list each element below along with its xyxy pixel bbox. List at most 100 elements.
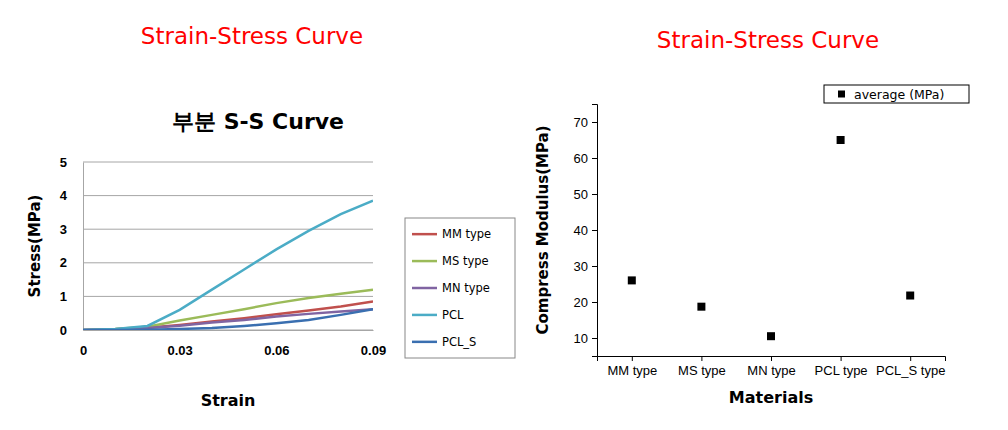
x-axis-title: Materials [729,388,813,407]
plot-area [83,201,373,330]
y-axis-tick-label: 5 [60,155,67,170]
heading: Strain-Stress Curve [141,23,363,49]
legend-label: average (MPa) [854,87,944,102]
series-line [83,290,373,330]
y-axis-tick-mark [592,122,597,123]
legend-label: PCL_S [442,335,476,349]
data-point [837,136,845,144]
y-axis-tick: 2 [60,255,83,270]
x-axis-tick-label: 0.06 [264,343,289,358]
x-axis-tick-mark [771,356,772,361]
y-axis-tick-label: 70 [574,115,588,130]
y-axis-tick: 30 [574,259,597,274]
legend-box [824,85,969,103]
y-axis-tick-label: 60 [574,151,588,166]
y-axis-tick-mark [592,338,597,339]
x-axis-tick: MS type [678,356,726,378]
x-axis-line [84,330,374,331]
grid-line [83,195,373,196]
x-axis-tick-mark [910,356,911,361]
data-point [697,303,705,311]
y-axis-tick-label: 20 [574,295,588,310]
legend-label: MN type [442,281,490,295]
x-axis-tick-label: 0 [80,343,87,358]
y-axis: 10 20 30 40 50 60 70 [574,105,598,357]
grid-line [83,262,373,263]
legend-label: PCL [442,308,464,322]
x-axis-tick-label: 0.09 [361,343,386,358]
x-axis-tick-label: MM type [607,363,657,378]
y-axis-tick-mark [592,158,597,159]
chart: Strain-Stress Curve 부분 S-S Curve 0 0.03 0.06… [26,23,515,410]
y-axis-tick-label: 50 [574,187,588,202]
legend-swatch [412,341,437,344]
legend-swatch [412,233,437,236]
legend-label: MM type [442,227,491,241]
chart: Strain-Stress Curve MM type MS type MN type… [534,27,969,407]
y-axis-tick-mark [592,266,597,267]
series-line [83,201,373,330]
x-axis: MM type MS type MN type PCL type PCL_S type [598,356,946,378]
x-axis-tick-label: MN type [747,363,795,378]
legend-swatch [412,314,437,317]
x-axis-title: Strain [201,391,256,410]
y-axis-tick-label: 1 [60,289,67,304]
x-axis-tick-mark [841,356,842,361]
x-axis-tick: MN type [747,356,795,378]
y-axis-tick: 4 [60,188,83,203]
y-axis-tick-label: 40 [574,223,588,238]
y-axis-tick-label: 0 [60,323,67,338]
y-axis-tick: 0 [60,323,83,338]
legend-label: MS type [442,254,489,268]
y-axis-tick: 3 [60,222,83,237]
x-axis-tick: 0.06 [264,330,289,358]
y-axis-tick: 20 [574,295,597,310]
x-axis-tick: 0.03 [168,330,193,358]
y-axis-tick: 40 [574,223,597,238]
y-axis-tick-mark [592,194,597,195]
plot-area [628,136,914,340]
chart-title: 부분 S-S Curve [172,109,344,134]
x-axis-tick-label: MS type [678,363,726,378]
y-axis-line [83,163,84,331]
y-axis-tick: 1 [60,289,83,304]
y-axis-tick: 10 [574,331,597,346]
x-axis-tick: 0 [80,330,87,358]
y-axis-tick: 5 [60,155,83,170]
x-axis-tick-mark [632,356,633,361]
heading: Strain-Stress Curve [657,27,879,53]
background [0,0,1008,430]
data-point [906,292,914,300]
x-axis: 0 0.03 0.06 0.09 [80,330,386,358]
x-axis-tick-label: 0.03 [168,343,193,358]
y-axis-title: Compress Modulus(MPa) [534,125,552,334]
y-axis-tick: 50 [574,187,597,202]
legend-swatch [412,287,437,290]
grid-line [83,229,373,230]
x-axis-tick-label: PCL_S type [876,363,945,378]
legend: average (MPa) [824,85,969,103]
legend: MM type MS type MN type PCL PCL_S [405,218,515,358]
data-point [767,332,775,340]
x-axis-tick: 0.09 [361,330,386,358]
x-axis-tick: PCL type [815,356,868,378]
chart-canvas: Strain-Stress Curve 부분 S-S Curve 0 0.03 0.06… [0,0,1008,430]
y-axis-tick-label: 2 [60,255,67,270]
y-axis-tick-label: 30 [574,259,588,274]
x-axis-tick: MM type [607,356,657,378]
legend-box [405,218,515,358]
series-line [83,309,373,330]
y-axis-title: Stress(MPa) [26,195,44,298]
grid [83,162,373,330]
x-axis-line [598,357,946,362]
legend-swatch [838,91,845,98]
y-axis: 0 1 2 3 4 5 [60,155,84,338]
x-axis-tick: PCL_S type [876,356,945,378]
legend-swatch [412,260,437,263]
y-axis-tick: 70 [574,115,597,130]
grid-line [83,162,373,163]
y-axis-tick-label: 4 [60,188,68,203]
y-axis-tick-label: 10 [574,331,588,346]
x-axis-tick-mark [701,356,702,361]
y-axis-tick: 60 [574,151,597,166]
